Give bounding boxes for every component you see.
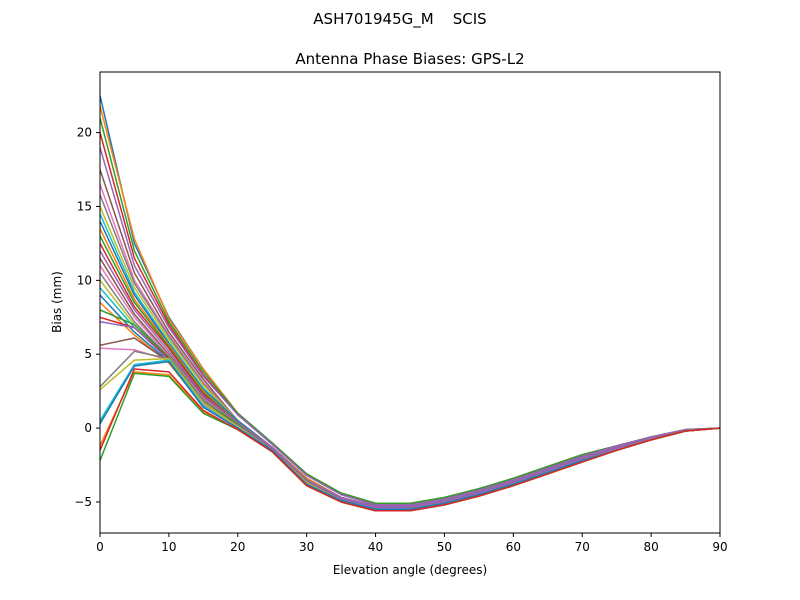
series-line-34 [100, 368, 720, 512]
chart-title: Antenna Phase Biases: GPS-L2 [295, 50, 524, 68]
x-axis-label: Elevation angle (degrees) [333, 563, 487, 577]
x-tick-label: 40 [368, 540, 383, 554]
x-tick-label: 50 [437, 540, 452, 554]
x-tick-label: 70 [575, 540, 590, 554]
y-tick-label: −5 [74, 495, 92, 509]
y-tick-label: 15 [77, 199, 92, 213]
x-axis: 0 10 20 30 40 50 60 70 80 90 [96, 533, 728, 554]
series-line-15 [100, 250, 720, 508]
x-tick-label: 0 [96, 540, 104, 554]
y-tick-label: 0 [84, 421, 92, 435]
x-tick-label: 30 [299, 540, 314, 554]
series-lines [100, 95, 720, 512]
series-line-5 [100, 147, 720, 506]
x-tick-label: 20 [230, 540, 245, 554]
y-axis-label: Bias (mm) [50, 271, 64, 333]
y-tick-label: 20 [77, 126, 92, 140]
x-tick-label: 90 [712, 540, 727, 554]
y-tick-label: 5 [84, 347, 92, 361]
y-axis: −5 0 5 10 15 20 [74, 126, 100, 509]
axes-frame [99, 71, 721, 534]
x-tick-label: 60 [506, 540, 521, 554]
suptitle: ASH701945G_M SCIS [313, 10, 486, 29]
x-tick-label: 10 [161, 540, 176, 554]
y-tick-label: 10 [77, 273, 92, 287]
x-tick-label: 80 [643, 540, 658, 554]
